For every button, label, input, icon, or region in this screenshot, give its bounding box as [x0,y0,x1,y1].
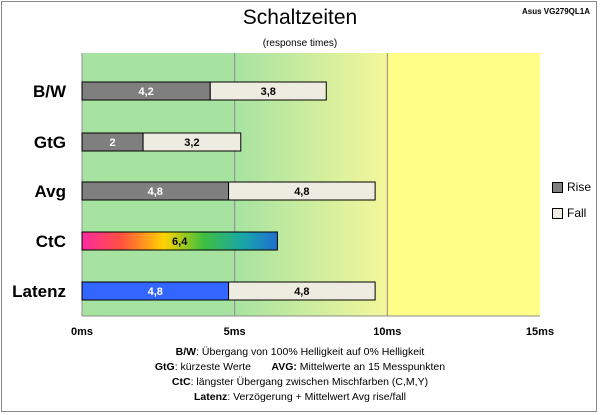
note-latency-text: : Verzögerung + Mittelwert Avg rise/fall [227,391,406,403]
note-gtg-text: : kürzeste Werte [174,361,251,373]
bar-rise-0-label: 4,2 [138,86,153,98]
bars-group: 4,2 3,8 2 3,2 4,8 4,8 6,4 4,8 4,8 [81,81,376,301]
chart-title: Schaltzeiten [242,6,358,29]
note-ctc-term: CtC [171,376,191,388]
bar-ctc [81,231,278,251]
zone-2 [387,53,540,316]
response-time-chart: 4,2 3,8 2 3,2 4,8 4,8 6,4 4,8 4,8 B/W GtG Avg CtC La… [12,53,554,338]
note-bw: B/W: Übergang von 100% Helligkeit auf 0%… [0,345,600,360]
category-label: GtG [34,133,66,152]
legend-fall: Fall [552,206,586,220]
category-label: B/W [33,82,67,101]
monitor-model-label: Asus VG279QL1A [521,7,590,16]
note-ctc: CtC: längster Übergang zwischen Mischfar… [0,375,600,390]
x-tick-label: 5ms [224,326,246,338]
x-tick-label: 15ms [526,326,554,338]
category-label: Avg [35,182,67,201]
legend-rise-swatch [552,181,563,193]
legend-rise: Rise [552,180,591,194]
bar-latency-fall [228,281,376,301]
note-avg-term: AVG: [271,361,297,373]
bar-fall-1-label: 3,2 [184,137,199,149]
x-tick-label: 10ms [373,326,401,338]
bar-fall-1 [142,132,242,152]
bar-fall-2 [228,181,376,201]
note-bw-term: B/W [175,346,197,358]
note-latency: Latenz: Verzögerung + Mittelwert Avg ris… [0,390,600,405]
note-latency-term: Latenz [194,391,228,403]
note-gtg-avg: GtG: kürzeste Werte AVG: Mittelwerte an … [0,360,600,375]
category-labels: B/W GtG Avg CtC Latenz [12,82,67,301]
legend-rise-label: Rise [567,180,592,194]
bar-latency-rise-label: 4,8 [148,286,163,298]
bar-rise-2-label: 4,8 [148,186,163,198]
note-gtg-term: GtG [154,361,175,373]
x-axis-ticks: 0ms 5ms 10ms 15ms [71,326,554,338]
bar-latency-fall-label: 4,8 [294,286,309,298]
note-bw-text: : Übergang von 100% Helligkeit auf 0% He… [196,346,425,358]
note-avg-text: Mittelwerte an 15 Messpunkten [296,361,446,373]
bar-rise-1-label: 2 [109,137,115,149]
bar-fall-2-label: 4,8 [294,186,309,198]
category-label: Latenz [12,282,66,301]
legend-fall-swatch [552,207,563,219]
chart-subtitle: (response times) [262,38,338,49]
legend-fall-label: Fall [567,206,587,220]
bar-fall-0 [209,81,327,101]
bar-ctc-label: 6,4 [172,236,188,248]
x-tick-label: 0ms [71,326,93,338]
bar-fall-0-label: 3,8 [261,86,276,98]
note-ctc-text: : längster Übergang zwischen Mischfarben… [190,376,429,388]
category-label: CtC [36,232,66,251]
notes-block: B/W: Übergang von 100% Helligkeit auf 0%… [0,345,600,405]
